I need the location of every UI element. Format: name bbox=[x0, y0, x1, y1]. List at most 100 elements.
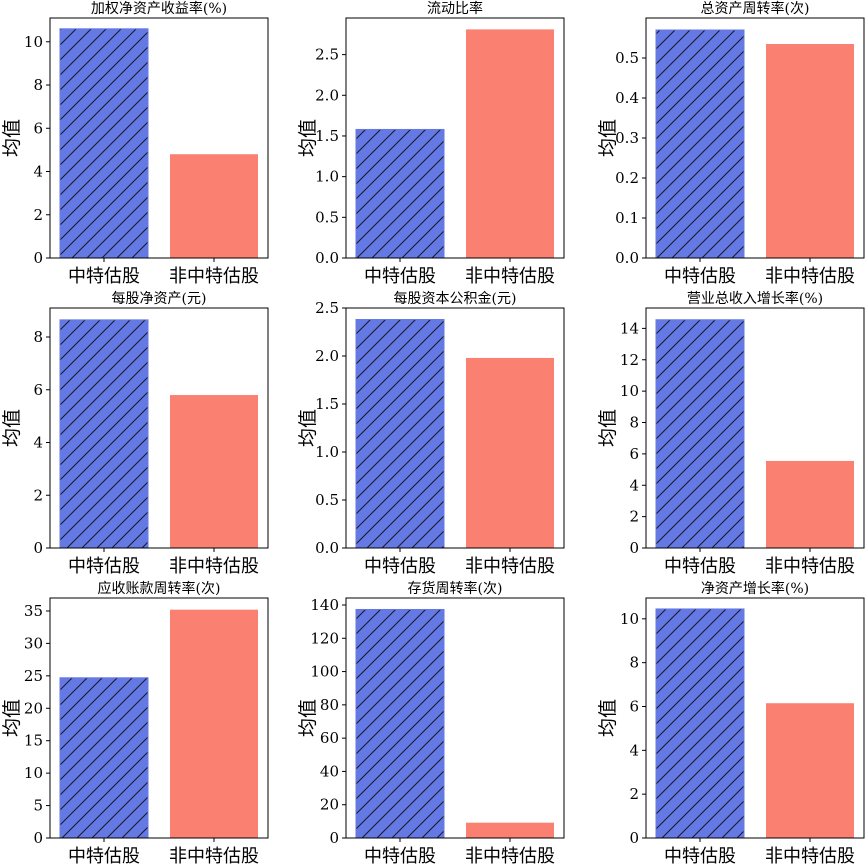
x-tick-label: 中特估股 bbox=[664, 556, 736, 577]
y-tick-label: 25 bbox=[24, 667, 43, 685]
chart-panel-1: 加权净资产收益率(%) 0 2 4 6 8 10 中特估股 非中特估股 均值 bbox=[1, 0, 269, 287]
plot-frame bbox=[345, 307, 565, 549]
chart-title: 净资产增长率(%) bbox=[701, 580, 809, 597]
y-tick-label: 1.0 bbox=[315, 168, 339, 186]
y-tick-label: 1.5 bbox=[315, 127, 339, 145]
y-tick-label: 2 bbox=[629, 785, 639, 803]
x-tick-label: 非中特估股 bbox=[465, 846, 555, 865]
x-tick-label: 中特估股 bbox=[68, 556, 140, 577]
x-tick-label: 中特估股 bbox=[664, 846, 736, 865]
y-tick-label: 2 bbox=[33, 206, 43, 224]
y-tick-label: 0 bbox=[33, 539, 43, 557]
plot-frame bbox=[49, 307, 269, 549]
y-axis-label: 均值 bbox=[1, 409, 23, 447]
y-tick-label: 8 bbox=[629, 654, 639, 672]
bar-zhongtegu bbox=[655, 608, 745, 839]
x-tick-label: 中特估股 bbox=[664, 266, 736, 287]
y-tick-label: 4 bbox=[33, 434, 43, 452]
chart-panel-6: 营业总收入增长率(%) 0 2 4 6 8 10 12 14 中特估股 非中特估股 均值 bbox=[597, 290, 865, 577]
x-tick-label: 中特估股 bbox=[364, 846, 436, 865]
bar-fei-zhongtegu bbox=[766, 460, 854, 548]
y-tick-label: 0.5 bbox=[615, 49, 639, 67]
y-tick-label: 5 bbox=[33, 797, 43, 815]
chart-title: 营业总收入增长率(%) bbox=[687, 290, 823, 307]
chart-panel-3: 总资产周转率(次) 0.0 0.1 0.2 0.3 0.4 0.5 中特估股 非中特估股 均值 bbox=[597, 0, 865, 287]
y-tick-label: 2 bbox=[629, 508, 639, 526]
chart-title: 每股资本公积金(元) bbox=[394, 291, 517, 307]
bar-fei-zhongtegu bbox=[170, 154, 258, 258]
x-tick-label: 非中特估股 bbox=[765, 846, 855, 865]
chart-title: 存货周转率(次) bbox=[408, 580, 503, 597]
x-tick-label: 非中特估股 bbox=[169, 266, 259, 287]
y-tick-label: 15 bbox=[24, 732, 43, 750]
bar-zhongtegu bbox=[59, 319, 149, 549]
y-tick-label: 0.3 bbox=[615, 129, 639, 147]
y-tick-label: 6 bbox=[33, 381, 43, 399]
y-tick-label: 120 bbox=[310, 629, 339, 647]
y-tick-label: 2.0 bbox=[315, 86, 339, 104]
y-tick-label: 80 bbox=[320, 696, 339, 714]
chart-title: 加权净资产收益率(%) bbox=[91, 0, 227, 17]
plot-frame bbox=[345, 597, 565, 839]
x-tick-label: 非中特估股 bbox=[765, 556, 855, 577]
bar-zhongtegu bbox=[655, 319, 745, 549]
y-tick-label: 10 bbox=[24, 33, 43, 51]
plot-frame bbox=[645, 597, 865, 839]
y-tick-label: 6 bbox=[629, 697, 639, 715]
y-tick-label: 20 bbox=[24, 699, 43, 717]
x-tick-label: 非中特估股 bbox=[765, 266, 855, 287]
y-tick-label: 1.5 bbox=[315, 395, 339, 413]
y-tick-label: 2 bbox=[33, 486, 43, 504]
y-tick-label: 4 bbox=[33, 163, 43, 181]
plot-frame bbox=[345, 17, 565, 259]
y-axis-label: 均值 bbox=[297, 699, 319, 737]
y-tick-label: 1.0 bbox=[315, 443, 339, 461]
y-tick-label: 4 bbox=[629, 476, 639, 494]
y-tick-label: 2.5 bbox=[315, 299, 339, 317]
chart-panel-8: 存货周转率(次) 0 20 40 60 80 100 120 140 中特估股 非中特估股 均值 bbox=[297, 580, 565, 865]
bar-fei-zhongtegu bbox=[466, 357, 554, 548]
y-tick-label: 0 bbox=[629, 539, 639, 557]
y-tick-label: 0 bbox=[329, 829, 339, 847]
bar-zhongtegu bbox=[355, 608, 445, 839]
bar-fei-zhongtegu bbox=[170, 609, 258, 838]
y-tick-label: 8 bbox=[33, 76, 43, 94]
y-tick-label: 0.2 bbox=[615, 169, 639, 187]
y-tick-label: 35 bbox=[24, 602, 43, 620]
y-tick-label: 40 bbox=[320, 762, 339, 780]
chart-title: 每股净资产(元) bbox=[112, 291, 207, 307]
plot-frame bbox=[645, 307, 865, 549]
bar-fei-zhongtegu bbox=[766, 703, 854, 838]
x-tick-label: 非中特估股 bbox=[465, 556, 555, 577]
x-tick-label: 非中特估股 bbox=[465, 266, 555, 287]
y-tick-label: 0.1 bbox=[615, 209, 639, 227]
y-tick-label: 0 bbox=[33, 829, 43, 847]
y-axis-label: 均值 bbox=[597, 409, 619, 447]
chart-panel-4: 每股净资产(元) 0 2 4 6 8 中特估股 非中特估股 均值 bbox=[1, 291, 269, 577]
bar-fei-zhongtegu bbox=[766, 44, 854, 258]
plot-frame bbox=[49, 597, 269, 839]
bar-fei-zhongtegu bbox=[466, 29, 554, 258]
y-tick-label: 0.0 bbox=[315, 249, 339, 267]
x-tick-label: 中特估股 bbox=[68, 266, 140, 287]
y-axis-label: 均值 bbox=[1, 699, 23, 737]
y-tick-label: 14 bbox=[620, 319, 639, 337]
y-tick-label: 6 bbox=[629, 445, 639, 463]
y-tick-label: 8 bbox=[629, 414, 639, 432]
chart-panel-2: 流动比率 0.0 0.5 1.0 1.5 2.0 2.5 中特估股 非中特估股 均值 bbox=[297, 0, 565, 287]
y-tick-label: 4 bbox=[629, 741, 639, 759]
chart-panel-9: 净资产增长率(%) 0 2 4 6 8 10 中特估股 非中特估股 均值 bbox=[597, 580, 865, 865]
y-tick-label: 0 bbox=[33, 249, 43, 267]
y-tick-label: 0.4 bbox=[615, 89, 639, 107]
y-tick-label: 0.0 bbox=[315, 539, 339, 557]
y-tick-label: 6 bbox=[33, 119, 43, 137]
bar-zhongtegu bbox=[59, 677, 149, 839]
y-tick-label: 8 bbox=[33, 328, 43, 346]
bar-fei-zhongtegu bbox=[466, 822, 554, 838]
y-tick-label: 30 bbox=[24, 634, 43, 652]
y-tick-label: 0.5 bbox=[315, 491, 339, 509]
x-tick-label: 非中特估股 bbox=[169, 846, 259, 865]
bar-zhongtegu bbox=[655, 29, 745, 259]
y-tick-label: 0 bbox=[629, 829, 639, 847]
y-tick-label: 20 bbox=[320, 796, 339, 814]
